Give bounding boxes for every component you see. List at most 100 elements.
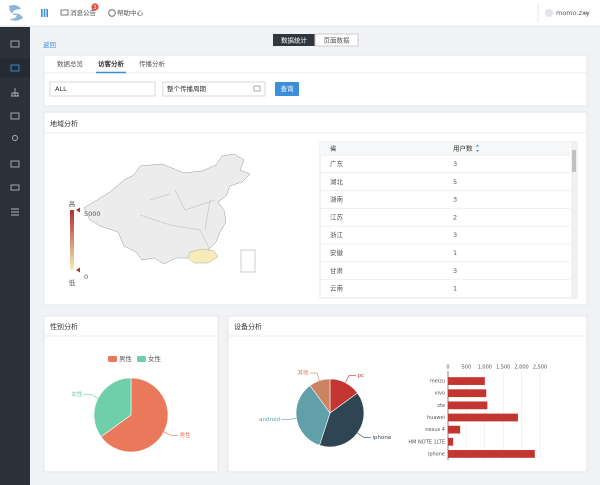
region-table (319, 141, 578, 299)
nav-icon[interactable] (10, 112, 20, 120)
logo[interactable] (9, 5, 23, 21)
table-cell: 广东 (330, 159, 344, 168)
slice-label: iphone (372, 435, 391, 441)
y-tick-label: vivo (435, 391, 445, 397)
bar[interactable] (448, 425, 461, 434)
avatar[interactable] (545, 9, 553, 17)
panel-title: 地域分析 (50, 119, 78, 128)
y-tick-label: nexus 4 (425, 427, 445, 433)
period-input[interactable] (162, 81, 266, 97)
y-tick-label: meizu (430, 379, 445, 385)
visual-map-max: 5000 (84, 210, 101, 218)
toggle-label[interactable]: 数据统计 (281, 36, 308, 45)
table-header (320, 142, 570, 155)
table-cell: 浙江 (330, 230, 344, 239)
table-header-cell[interactable]: 用户数 (453, 144, 473, 153)
nav-icon[interactable] (10, 184, 20, 191)
table-cell: 安徽 (330, 248, 344, 257)
bar[interactable] (448, 401, 488, 410)
table-cell: 甘肃 (330, 266, 344, 275)
sort-icon[interactable] (476, 144, 479, 153)
pie-slice[interactable] (309, 378, 331, 414)
visual-map-low: 低 (69, 278, 76, 287)
province-borders (139, 189, 216, 251)
top-bar (0, 0, 600, 26)
help-link[interactable]: 帮助中心 (117, 8, 144, 17)
slice-label: android (259, 417, 280, 423)
badge (91, 3, 99, 11)
bar[interactable] (448, 450, 535, 458)
query-button-label[interactable]: 查询 (281, 84, 295, 93)
nav-icon[interactable] (11, 88, 19, 97)
tab-active[interactable]: 访客分析 (98, 59, 125, 68)
user-name[interactable]: momo.zxy (556, 9, 590, 17)
y-tick-label: zte (437, 403, 445, 409)
legend-swatch (137, 356, 146, 362)
pie-slice[interactable] (93, 377, 132, 438)
badge-count: 3 (93, 5, 96, 11)
scrollbar[interactable] (571, 142, 577, 298)
toggle-label[interactable]: 页面数据 (324, 36, 351, 45)
toggle-active[interactable] (273, 34, 315, 46)
table-cell: 3 (453, 196, 457, 204)
bar[interactable] (448, 389, 487, 398)
bar[interactable] (448, 377, 485, 385)
table-cell: 云南 (330, 284, 344, 293)
menu-grid-icon[interactable] (41, 9, 48, 17)
toggle[interactable] (314, 33, 359, 47)
pie-slice[interactable] (100, 377, 169, 453)
y-tick-label: huawei (427, 415, 445, 421)
x-tick-label: 1,500 (496, 365, 510, 371)
label-line (281, 418, 297, 420)
x-tick-label: 0 (446, 365, 449, 371)
table-cell: 湖南 (330, 195, 344, 204)
slice-label: 男性 (180, 431, 192, 439)
visual-map-bar[interactable] (70, 210, 74, 270)
table-cell: 1 (453, 285, 457, 293)
table-cell: 2 (453, 213, 457, 221)
panel-title: 设备分析 (234, 322, 262, 331)
sidebar-active (0, 59, 30, 77)
label-line (163, 431, 179, 436)
channel-value[interactable]: ALL (55, 85, 67, 93)
table-cell: 3 (453, 160, 457, 168)
table-header-cell: 省 (330, 144, 337, 153)
slice-label: pc (358, 373, 365, 379)
legend-label[interactable]: 女性 (148, 354, 162, 363)
calendar-icon[interactable] (253, 85, 261, 92)
channel-input[interactable] (49, 81, 156, 97)
bar[interactable] (448, 437, 454, 446)
table-cell: 3 (453, 267, 457, 275)
nav-icon[interactable] (11, 208, 19, 216)
map[interactable] (83, 153, 251, 265)
bar[interactable] (448, 413, 518, 422)
tab[interactable]: 传播分析 (139, 59, 166, 68)
query-button[interactable] (275, 82, 299, 96)
scroll-thumb[interactable] (572, 150, 576, 172)
user-caret[interactable] (583, 11, 589, 15)
table-cell: 1 (453, 249, 457, 257)
messages-link[interactable]: 消息公告 (70, 8, 97, 17)
table-cell: 江苏 (330, 212, 344, 221)
help-icon[interactable] (108, 9, 116, 17)
province[interactable] (187, 248, 219, 264)
x-tick-label: 2,000 (514, 365, 528, 371)
mail-icon[interactable] (60, 9, 69, 16)
nav-icon[interactable] (10, 64, 20, 72)
nav-icon[interactable] (10, 40, 20, 48)
nav-icon[interactable] (10, 160, 20, 168)
x-tick-label: 1,000 (478, 365, 492, 371)
visual-map-high: 高 (69, 199, 76, 208)
visual-map-min: 0 (84, 273, 88, 281)
label-line (345, 375, 357, 383)
period-value[interactable]: 整个传播周期 (167, 84, 207, 93)
filter-panel (43, 54, 588, 107)
back-link[interactable]: 返回 (43, 41, 56, 49)
tab[interactable]: 数据总览 (57, 59, 84, 68)
south-sea-inset (240, 249, 256, 273)
legend-label[interactable]: 男性 (119, 354, 133, 363)
table-cell: 5 (453, 178, 457, 186)
nav-icon[interactable] (12, 135, 18, 141)
x-tick-label: 500 (462, 365, 472, 371)
